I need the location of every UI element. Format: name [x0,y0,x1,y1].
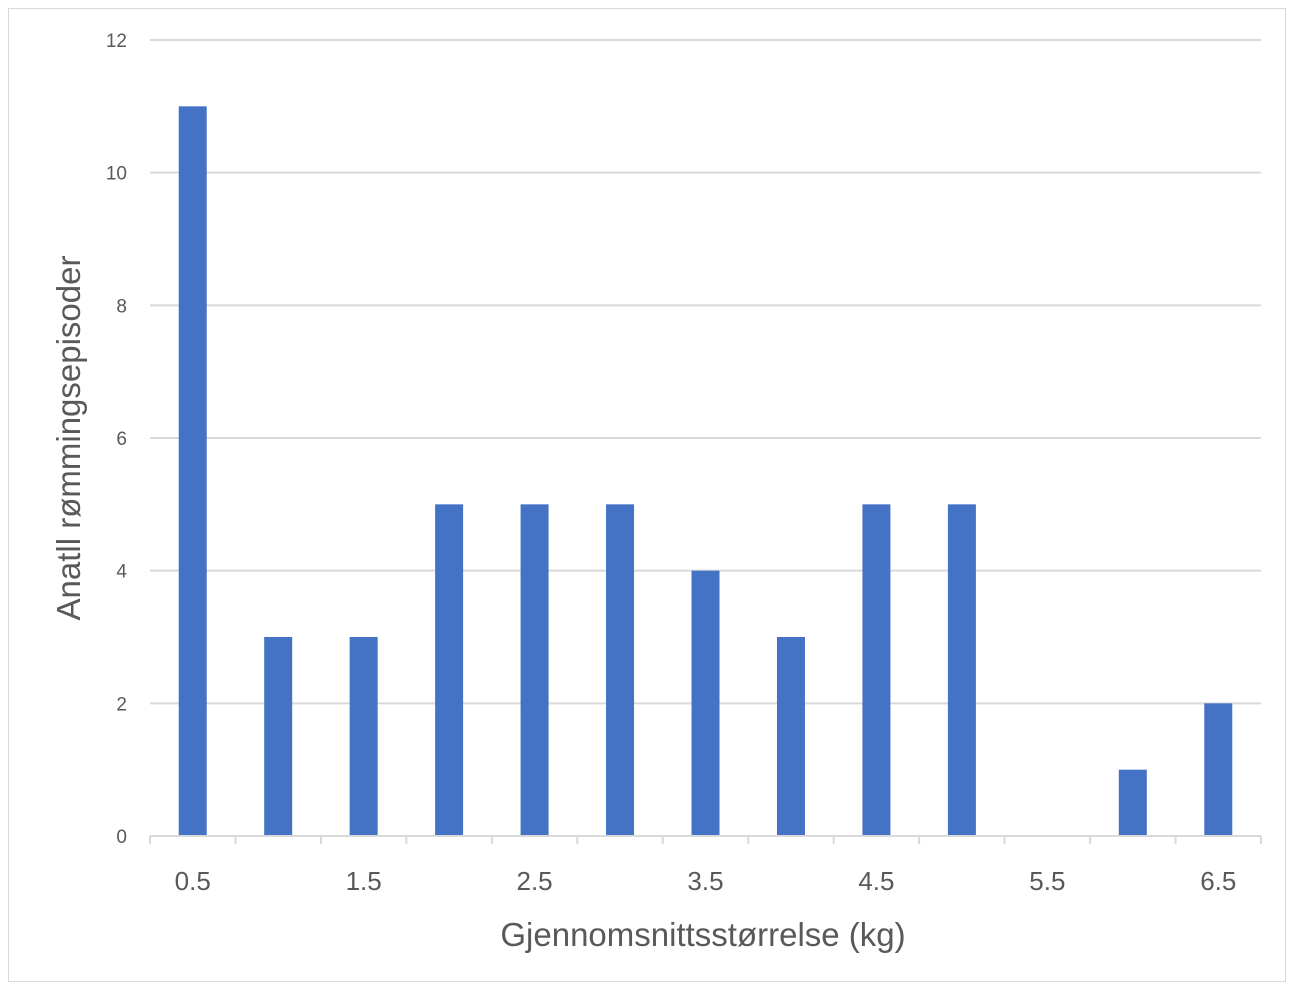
bar-1 [264,637,293,836]
y-tick-label: 12 [106,31,127,52]
bar-3 [606,504,635,836]
x-axis-title: Gjennomsnittsstørrelse (kg) [500,916,905,953]
bars [178,106,1233,837]
bar-2 [435,504,464,836]
x-tick-label: 5.5 [1029,866,1065,896]
bar-0.5 [178,106,207,837]
y-tick-label: 0 [116,827,127,848]
x-tick-label: 3.5 [687,866,723,896]
x-tick-label: 0.5 [175,866,211,896]
chart-frame [8,8,1286,982]
bar-4.5 [862,504,891,836]
x-axis [149,835,1262,844]
bar-2.5 [520,504,549,836]
bar-6.5 [1204,703,1233,836]
x-tick-label: 2.5 [516,866,552,896]
y-tick-label: 2 [116,694,127,715]
y-tick-label: 6 [116,429,127,450]
y-tick-label: 10 [106,164,127,185]
y-tick-label: 8 [116,296,127,317]
y-axis-title: Anatll rømmingsepisoder [50,256,87,621]
bar-3.5 [691,570,720,836]
x-tick-label: 6.5 [1200,866,1236,896]
bar-4 [776,637,805,836]
y-tick-labels: 0 2 4 6 8 10 12 [106,31,128,848]
bar-5 [947,504,976,836]
x-tick-label: 1.5 [346,866,382,896]
y-tick-label: 4 [116,562,127,583]
x-tick-labels: 0.5 1.5 2.5 3.5 4.5 5.5 6.5 [175,866,1237,896]
bar-1.5 [349,637,378,836]
gridlines [150,39,1261,705]
x-tick-label: 4.5 [858,866,894,896]
bar-6 [1118,769,1147,836]
